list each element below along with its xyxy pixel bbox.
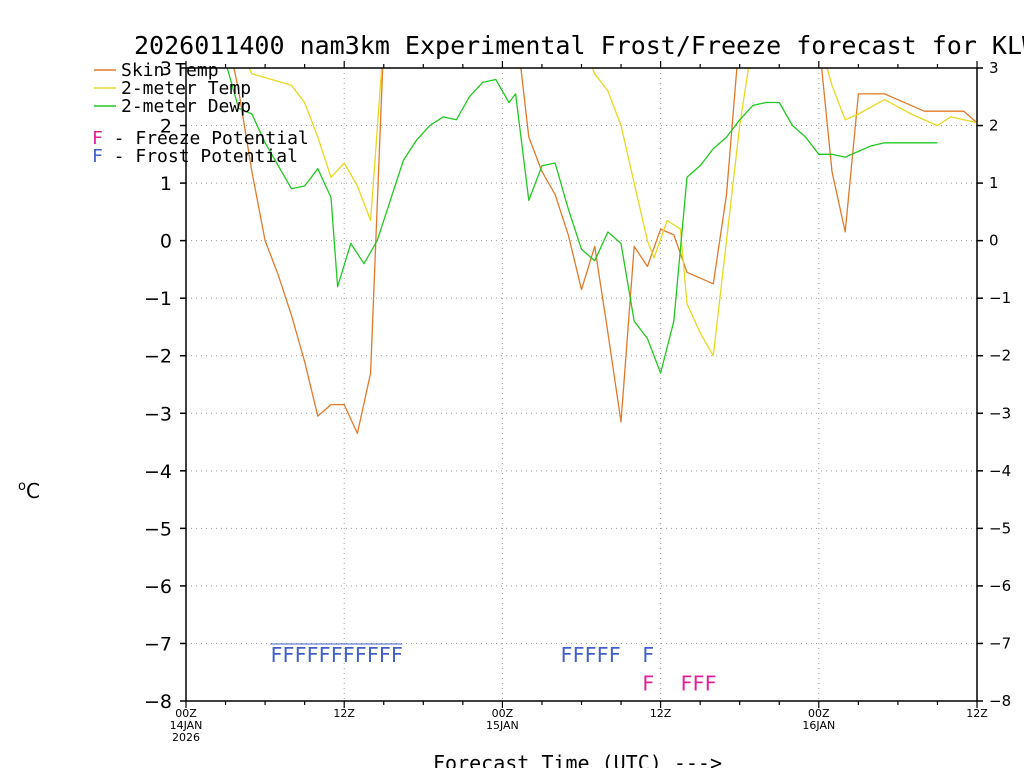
potential-flags: FFFFFFFFFFF FFFFF FF FFF: [270, 643, 717, 696]
x-tick-label: 12Z: [966, 707, 988, 720]
x-tick-label: 12Z: [333, 707, 355, 720]
grid-lines: [186, 68, 977, 701]
potential-legend-item: F - Frost Potential: [92, 146, 298, 167]
y-tick-label-right: 2: [989, 117, 999, 135]
x-tick-label: 00Z: [808, 707, 830, 720]
frost-flag: F: [642, 643, 654, 667]
x-tick-label: 00Z: [175, 707, 197, 720]
y-tick-label-right: 1: [989, 174, 999, 192]
y-axis-unit: C: [26, 479, 40, 503]
y-tick-label-right: −4: [989, 462, 1011, 480]
degree-symbol: o: [18, 479, 26, 494]
y-tick-label-right: −8: [989, 692, 1011, 710]
potential-text: - Frost Potential: [103, 146, 298, 167]
y-tick-label-right: −6: [989, 577, 1011, 595]
potential-letter: F: [92, 146, 103, 167]
series-line-2-meter-dewp: [226, 68, 938, 374]
y-axis-ticks: 3 3 2 2 1 1 0 0 −1 −1 −2 −2 −3 −3 −4 −4 −5 −5 −6 −6 −7 −7 −8 −8: [144, 58, 1011, 713]
series-lines: [226, 68, 977, 435]
freeze-flag: F: [642, 672, 654, 696]
y-tick-label-left: −5: [144, 518, 172, 540]
freeze-flag: FFF: [680, 672, 716, 696]
y-tick-label-left: −1: [144, 288, 172, 310]
potential-letter: F: [92, 128, 103, 149]
y-tick-label-left: −6: [144, 576, 172, 598]
x-axis-label: Forecast Time (UTC) --->: [433, 751, 722, 768]
legend-label: 2-meter Dewp: [121, 96, 251, 117]
frost-flag: FFFFFFFFFFF: [270, 643, 402, 667]
y-tick-label-left: −3: [144, 403, 172, 425]
x-tick-label: 12Z: [650, 707, 672, 720]
y-tick-label-left: 0: [160, 231, 172, 253]
x-tick-label: 00Z: [492, 707, 514, 720]
y-tick-label-left: −2: [144, 346, 172, 368]
potential-legend-item: F - Freeze Potential: [92, 128, 309, 149]
chart-title: 2026011400 nam3km Experimental Frost/Fre…: [134, 31, 1024, 60]
y-tick-label-left: 1: [160, 173, 172, 195]
y-tick-label-right: −2: [989, 347, 1011, 365]
legend-label: Skin Temp: [121, 60, 219, 81]
y-tick-label-right: −1: [989, 289, 1011, 307]
y-tick-label-left: −4: [144, 461, 172, 483]
series-line-2-meter-temp: [248, 68, 977, 357]
y-tick-label-right: 0: [989, 232, 999, 250]
series-line-skin-temp: [233, 68, 977, 435]
x-tick-label: 14JAN: [170, 719, 203, 732]
frost-flag: FFFFF: [560, 643, 620, 667]
y-tick-label-right: −5: [989, 519, 1011, 537]
x-tick-label: 15JAN: [486, 719, 519, 732]
y-axis-label: oC: [18, 479, 40, 503]
y-tick-label-left: −8: [144, 691, 172, 713]
y-tick-label-right: 3: [989, 59, 999, 77]
plot-frame: [185, 67, 978, 702]
y-tick-label-right: −7: [989, 634, 1011, 652]
x-tick-label: 16JAN: [802, 719, 835, 732]
y-tick-label-left: 3: [160, 58, 172, 80]
y-tick-label-right: −3: [989, 404, 1011, 422]
y-tick-label-left: 2: [160, 116, 172, 138]
legend-label: 2-meter Temp: [121, 78, 251, 99]
y-tick-label-left: −7: [144, 633, 172, 655]
potential-text: - Freeze Potential: [103, 128, 309, 149]
x-tick-label: 2026: [172, 731, 200, 744]
